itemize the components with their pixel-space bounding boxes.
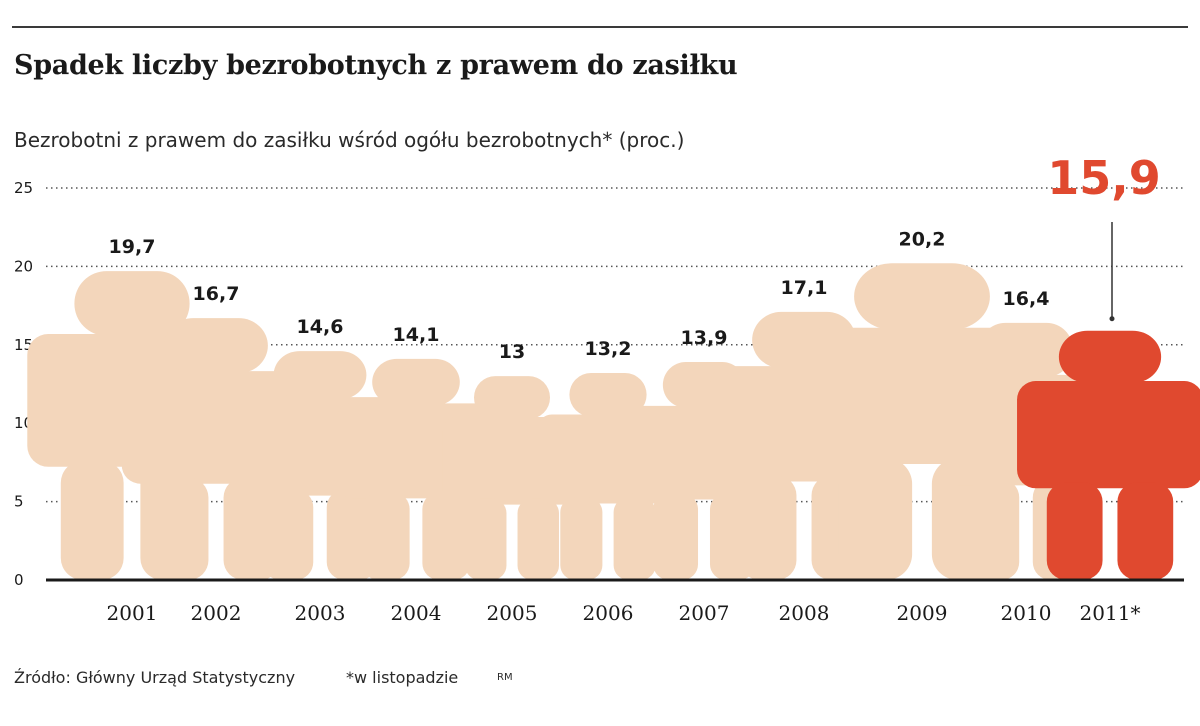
data-label: 17,1 xyxy=(781,277,828,299)
x-tick-label: 2008 xyxy=(779,601,830,625)
author-credit: RM xyxy=(497,672,513,683)
x-tick-label: 2004 xyxy=(391,601,442,625)
x-tick-label: 2006 xyxy=(583,601,634,625)
x-tick-label: 2009 xyxy=(897,601,948,625)
chart-title: Spadek liczby bezrobotnych z prawem do z… xyxy=(14,50,738,81)
x-tick-label: 2007 xyxy=(679,601,730,625)
chart-subtitle: Bezrobotni z prawem do zasiłku wśród ogó… xyxy=(14,128,685,152)
data-label: 16,4 xyxy=(1003,288,1050,310)
top-rule xyxy=(12,26,1188,28)
figure-mark-highlight xyxy=(1017,330,1200,580)
data-label: 14,6 xyxy=(297,316,344,338)
leader-dot xyxy=(1109,316,1115,322)
y-tick-label: 0 xyxy=(14,571,24,589)
footnote: *w listopadzie xyxy=(346,668,459,687)
x-tick-label: 2011* xyxy=(1080,601,1141,625)
y-tick-label: 20 xyxy=(14,257,33,275)
y-tick-label: 5 xyxy=(14,493,24,511)
data-label: 20,2 xyxy=(899,228,946,250)
x-tick-label: 2003 xyxy=(295,601,346,625)
x-tick-label: 2005 xyxy=(487,601,538,625)
data-label: 16,7 xyxy=(193,283,240,305)
data-label: 13,9 xyxy=(681,327,728,349)
data-label: 14,1 xyxy=(393,324,440,346)
x-tick-label: 2010 xyxy=(1001,601,1052,625)
data-label: 13,2 xyxy=(585,338,632,360)
x-tick-label: 2002 xyxy=(191,601,242,625)
y-tick-label: 25 xyxy=(14,179,33,197)
x-tick-label: 2001 xyxy=(107,601,158,625)
data-label-highlight: 15,9 xyxy=(1047,151,1161,205)
data-label: 19,7 xyxy=(109,236,156,258)
source-note: Źródło: Główny Urząd Statystyczny xyxy=(14,668,296,687)
data-label: 13 xyxy=(499,341,525,363)
